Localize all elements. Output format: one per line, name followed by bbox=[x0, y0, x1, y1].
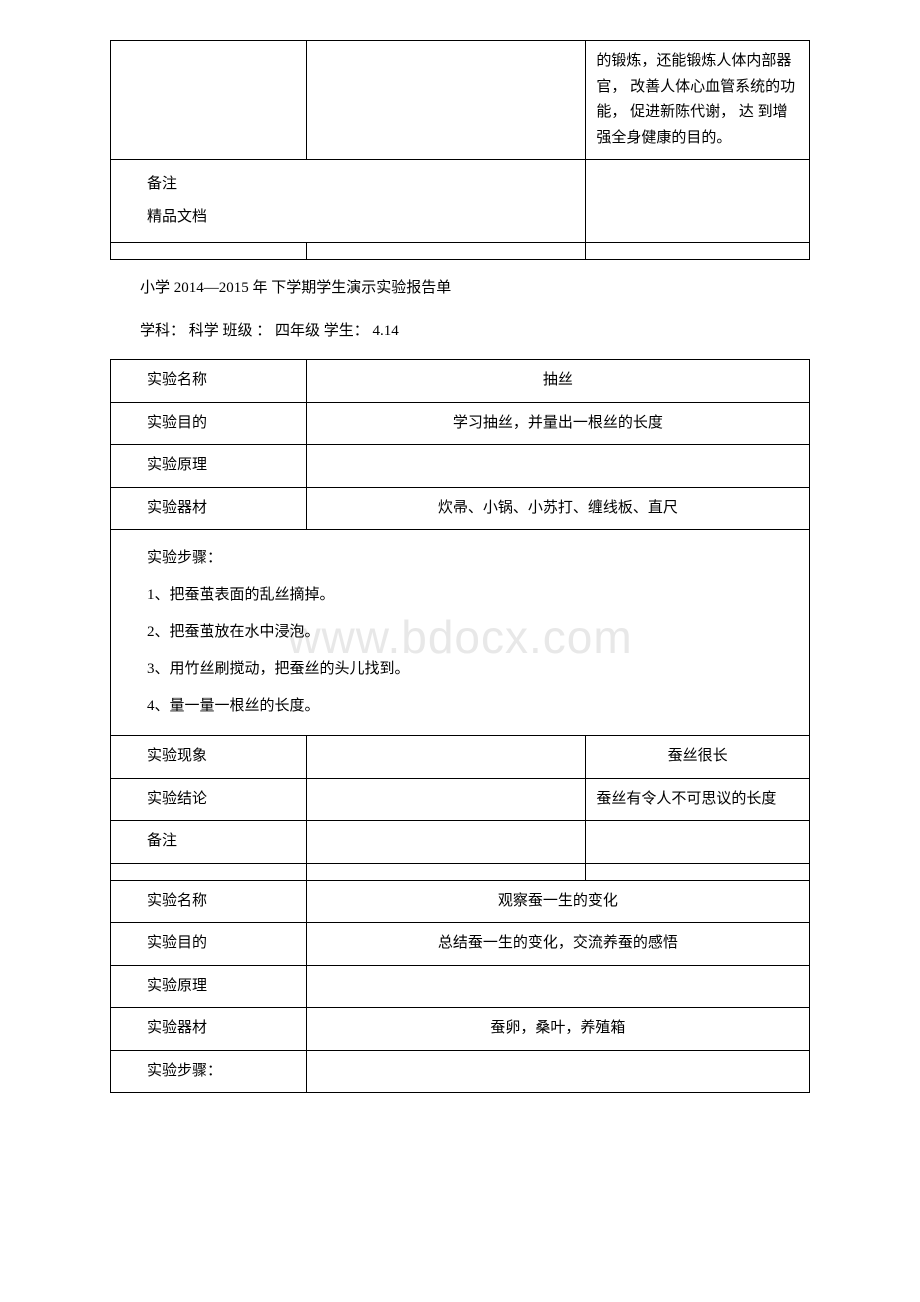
label-exp-conclusion: 实验结论 bbox=[111, 778, 307, 821]
table-row bbox=[111, 863, 810, 880]
cell-conclusion-text: 的锻炼，还能锻炼人体内部器官， 改善人体心血管系统的功能， 促进新陈代谢， 达 … bbox=[586, 41, 810, 160]
cell-empty bbox=[586, 863, 810, 880]
cell-empty bbox=[306, 41, 586, 160]
label-exp-purpose-2: 实验目的 bbox=[111, 923, 307, 966]
value-exp-equipment: 炊帚、小锅、小苏打、缠线板、直尺 bbox=[306, 487, 809, 530]
cell-empty bbox=[306, 736, 586, 779]
cell-steps: 实验步骤： 1、把蚕茧表面的乱丝摘掉。 2、把蚕茧放在水中浸泡。 3、用竹丝刷搅… bbox=[111, 530, 810, 736]
label-exp-principle: 实验原理 bbox=[111, 445, 307, 488]
label-jingpin: 精品文档 bbox=[147, 201, 575, 234]
cell-empty bbox=[306, 778, 586, 821]
cell-empty bbox=[586, 821, 810, 864]
table-row: 实验步骤： bbox=[111, 1050, 810, 1093]
cell-empty bbox=[306, 863, 586, 880]
label-steps: 实验步骤： bbox=[147, 542, 799, 575]
cell-empty bbox=[586, 160, 810, 243]
report-meta: 学科： 科学 班级 ： 四年级 学生： 4.14 bbox=[110, 317, 810, 346]
value-exp-purpose: 学习抽丝，并量出一根丝的长度 bbox=[306, 402, 809, 445]
value-exp-principle bbox=[306, 445, 809, 488]
cell-empty bbox=[586, 243, 810, 260]
label-exp-name-2: 实验名称 bbox=[111, 880, 307, 923]
cell-notes: 备注 精品文档 bbox=[111, 160, 586, 243]
value-exp-purpose-2: 总结蚕一生的变化，交流养蚕的感悟 bbox=[306, 923, 809, 966]
label-beizhu: 备注 bbox=[111, 821, 307, 864]
value-exp-principle-2 bbox=[306, 965, 809, 1008]
label-exp-principle-2: 实验原理 bbox=[111, 965, 307, 1008]
label-exp-name: 实验名称 bbox=[111, 360, 307, 403]
label-beizhu: 备注 bbox=[147, 168, 575, 201]
cell-empty bbox=[306, 1050, 809, 1093]
table-row: 实验名称 观察蚕一生的变化 bbox=[111, 880, 810, 923]
cell-empty bbox=[306, 821, 586, 864]
table-row: 实验器材 炊帚、小锅、小苏打、缠线板、直尺 bbox=[111, 487, 810, 530]
label-exp-phenomenon: 实验现象 bbox=[111, 736, 307, 779]
value-exp-phenomenon: 蚕丝很长 bbox=[586, 736, 810, 779]
value-exp-conclusion: 蚕丝有令人不可思议的长度 bbox=[586, 778, 810, 821]
table-row: 实验现象 蚕丝很长 bbox=[111, 736, 810, 779]
cell-empty bbox=[306, 243, 586, 260]
step-2: 2、把蚕茧放在水中浸泡。 bbox=[147, 616, 799, 649]
report-title: 小学 2014—2015 年 下学期学生演示实验报告单 bbox=[110, 274, 810, 303]
table-row: 实验原理 bbox=[111, 965, 810, 1008]
table-row bbox=[111, 243, 810, 260]
table-2: 实验名称 抽丝 实验目的 学习抽丝，并量出一根丝的长度 实验原理 实验器材 炊帚… bbox=[110, 359, 810, 1093]
label-steps-2: 实验步骤： bbox=[111, 1050, 307, 1093]
table-row: 实验目的 总结蚕一生的变化，交流养蚕的感悟 bbox=[111, 923, 810, 966]
table-row: 备注 bbox=[111, 821, 810, 864]
table-row: 实验目的 学习抽丝，并量出一根丝的长度 bbox=[111, 402, 810, 445]
cell-empty bbox=[111, 243, 307, 260]
table-row: 实验原理 bbox=[111, 445, 810, 488]
label-exp-purpose: 实验目的 bbox=[111, 402, 307, 445]
cell-empty bbox=[111, 863, 307, 880]
table-row: 实验步骤： 1、把蚕茧表面的乱丝摘掉。 2、把蚕茧放在水中浸泡。 3、用竹丝刷搅… bbox=[111, 530, 810, 736]
step-3: 3、用竹丝刷搅动，把蚕丝的头儿找到。 bbox=[147, 653, 799, 686]
table-row: 备注 精品文档 bbox=[111, 160, 810, 243]
step-1: 1、把蚕茧表面的乱丝摘掉。 bbox=[147, 579, 799, 612]
table-row: 实验结论 蚕丝有令人不可思议的长度 bbox=[111, 778, 810, 821]
cell-empty bbox=[111, 41, 307, 160]
table-row: 的锻炼，还能锻炼人体内部器官， 改善人体心血管系统的功能， 促进新陈代谢， 达 … bbox=[111, 41, 810, 160]
value-exp-name: 抽丝 bbox=[306, 360, 809, 403]
label-exp-equipment-2: 实验器材 bbox=[111, 1008, 307, 1051]
value-exp-name-2: 观察蚕一生的变化 bbox=[306, 880, 809, 923]
step-4: 4、量一量一根丝的长度。 bbox=[147, 690, 799, 723]
table-row: 实验器材 蚕卵，桑叶，养殖箱 bbox=[111, 1008, 810, 1051]
label-exp-equipment: 实验器材 bbox=[111, 487, 307, 530]
table-row: 实验名称 抽丝 bbox=[111, 360, 810, 403]
table-1: 的锻炼，还能锻炼人体内部器官， 改善人体心血管系统的功能， 促进新陈代谢， 达 … bbox=[110, 40, 810, 260]
value-exp-equipment-2: 蚕卵，桑叶，养殖箱 bbox=[306, 1008, 809, 1051]
